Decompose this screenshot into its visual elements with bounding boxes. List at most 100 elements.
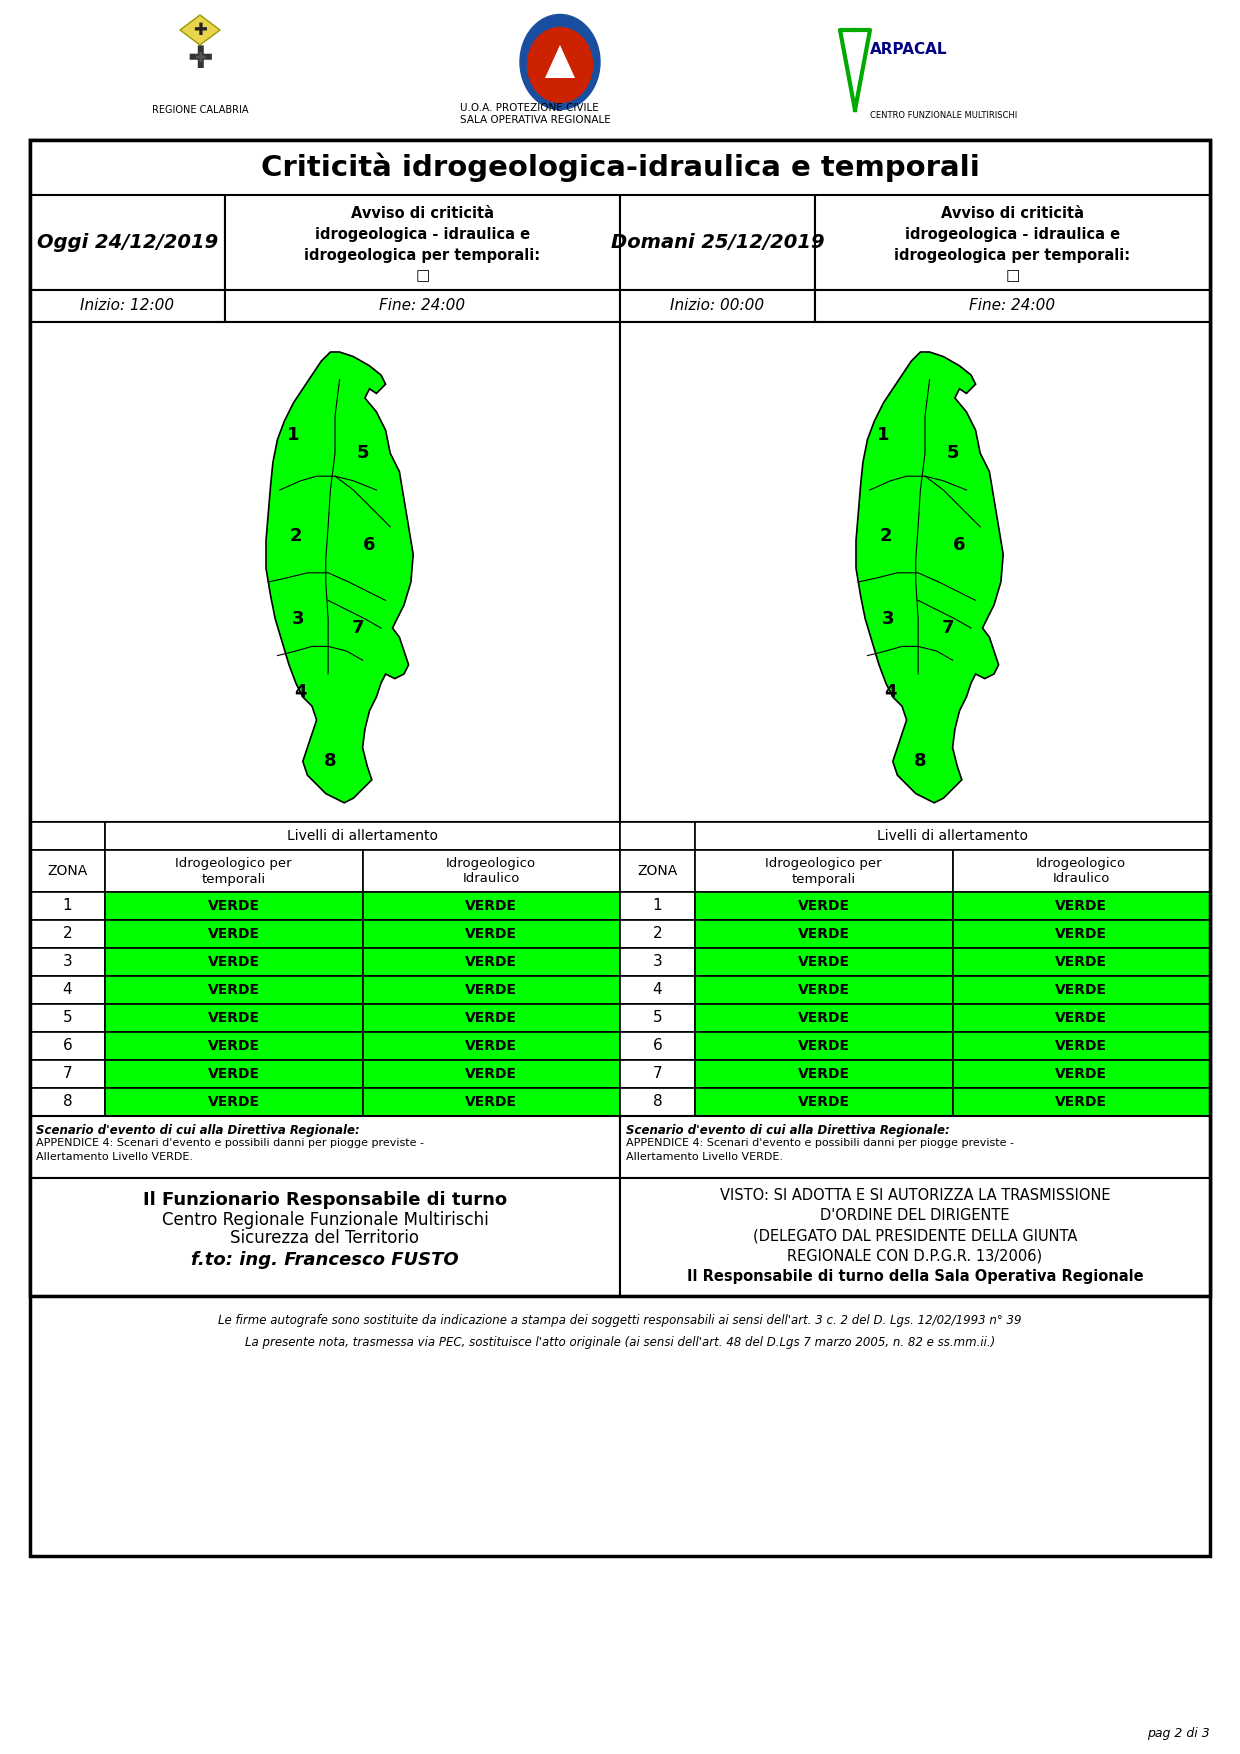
- Bar: [694, 893, 952, 921]
- Bar: [30, 1087, 105, 1116]
- Bar: [105, 851, 362, 893]
- Bar: [362, 947, 620, 975]
- Text: VERDE: VERDE: [465, 954, 517, 968]
- Text: VERDE: VERDE: [797, 1010, 849, 1024]
- Text: 5: 5: [946, 444, 959, 463]
- Text: VERDE: VERDE: [208, 1066, 259, 1080]
- Text: ✚: ✚: [193, 21, 207, 39]
- Text: 5: 5: [652, 1010, 662, 1026]
- Bar: [30, 140, 1210, 1556]
- Text: VERDE: VERDE: [1055, 1094, 1107, 1109]
- Text: CENTRO FUNZIONALE MULTIRISCHI: CENTRO FUNZIONALE MULTIRISCHI: [870, 111, 1017, 119]
- Text: Domani 25/12/2019: Domani 25/12/2019: [610, 233, 825, 253]
- Text: 4: 4: [63, 982, 72, 998]
- Text: SALA OPERATIVA REGIONALE: SALA OPERATIVA REGIONALE: [460, 116, 611, 125]
- Bar: [30, 1116, 620, 1179]
- Text: Fine: 24:00: Fine: 24:00: [970, 298, 1055, 314]
- Bar: [30, 851, 105, 893]
- Text: VERDE: VERDE: [797, 1094, 849, 1109]
- Text: VERDE: VERDE: [208, 1094, 259, 1109]
- Bar: [362, 1031, 620, 1059]
- Text: 1: 1: [288, 426, 300, 444]
- Text: 6: 6: [363, 537, 376, 554]
- Text: 1: 1: [652, 898, 662, 914]
- Text: VISTO: SI ADOTTA E SI AUTORIZZA LA TRASMISSIONE: VISTO: SI ADOTTA E SI AUTORIZZA LA TRASM…: [719, 1189, 1110, 1203]
- Bar: [952, 947, 1210, 975]
- Text: VERDE: VERDE: [1055, 954, 1107, 968]
- Bar: [30, 921, 105, 947]
- Text: 6: 6: [954, 537, 966, 554]
- Text: □: □: [415, 268, 430, 284]
- Bar: [30, 195, 224, 289]
- Text: Idrogeologico
Idraulico: Idrogeologico Idraulico: [446, 856, 537, 886]
- Bar: [620, 975, 694, 1003]
- Bar: [952, 1059, 1210, 1087]
- Text: 7: 7: [941, 619, 955, 637]
- Bar: [694, 1059, 952, 1087]
- Bar: [30, 323, 620, 823]
- Text: 2: 2: [63, 926, 72, 942]
- Bar: [952, 1003, 1210, 1031]
- Text: Idrogeologico per
temporali: Idrogeologico per temporali: [175, 856, 293, 886]
- Bar: [952, 851, 1210, 893]
- Bar: [362, 1003, 620, 1031]
- Text: 3: 3: [291, 610, 305, 628]
- Bar: [105, 921, 362, 947]
- Bar: [815, 195, 1210, 289]
- Text: □: □: [1006, 268, 1019, 284]
- Text: Avviso di criticità
idrogeologica - idraulica e
idrogeologica per temporali:: Avviso di criticità idrogeologica - idra…: [894, 205, 1131, 263]
- Bar: [952, 975, 1210, 1003]
- Text: Livelli di allertamento: Livelli di allertamento: [286, 830, 438, 844]
- Text: VERDE: VERDE: [208, 982, 259, 996]
- Bar: [620, 1116, 1210, 1179]
- Text: VERDE: VERDE: [797, 1066, 849, 1080]
- Text: VERDE: VERDE: [208, 954, 259, 968]
- Text: VERDE: VERDE: [797, 928, 849, 940]
- Text: VERDE: VERDE: [797, 900, 849, 914]
- Text: 8: 8: [63, 1094, 72, 1110]
- Text: Sicurezza del Territorio: Sicurezza del Territorio: [231, 1230, 419, 1247]
- Bar: [362, 851, 620, 893]
- Bar: [105, 947, 362, 975]
- Ellipse shape: [527, 28, 593, 102]
- Bar: [694, 1003, 952, 1031]
- Text: APPENDICE 4: Scenari d'evento e possibili danni per piogge previste -
Allertamen: APPENDICE 4: Scenari d'evento e possibil…: [36, 1138, 424, 1161]
- Text: VERDE: VERDE: [1055, 982, 1107, 996]
- Text: La presente nota, trasmessa via PEC, sostituisce l'atto originale (ai sensi dell: La presente nota, trasmessa via PEC, sos…: [244, 1337, 996, 1349]
- Bar: [620, 921, 694, 947]
- Bar: [620, 851, 694, 893]
- Bar: [362, 975, 620, 1003]
- Bar: [815, 289, 1210, 323]
- Text: 2: 2: [290, 526, 303, 545]
- Bar: [30, 947, 105, 975]
- Text: VERDE: VERDE: [1055, 900, 1107, 914]
- Bar: [952, 893, 1210, 921]
- Text: (DELEGATO DAL PRESIDENTE DELLA GIUNTA: (DELEGATO DAL PRESIDENTE DELLA GIUNTA: [753, 1228, 1078, 1244]
- Text: U.O.A. PROTEZIONE CIVILE: U.O.A. PROTEZIONE CIVILE: [460, 103, 599, 112]
- Ellipse shape: [520, 14, 600, 109]
- Text: 8: 8: [652, 1094, 662, 1110]
- Text: Il Funzionario Responsabile di turno: Il Funzionario Responsabile di turno: [143, 1191, 507, 1209]
- Bar: [952, 1087, 1210, 1116]
- Text: 7: 7: [652, 1066, 662, 1082]
- Bar: [620, 195, 815, 289]
- Text: VERDE: VERDE: [465, 900, 517, 914]
- Text: ✚: ✚: [195, 51, 206, 65]
- Text: Livelli di allertamento: Livelli di allertamento: [877, 830, 1028, 844]
- Text: 1: 1: [878, 426, 890, 444]
- Text: VERDE: VERDE: [797, 1038, 849, 1052]
- Polygon shape: [267, 353, 413, 803]
- Bar: [620, 1179, 1210, 1296]
- Bar: [694, 947, 952, 975]
- Text: VERDE: VERDE: [1055, 1010, 1107, 1024]
- Bar: [30, 1059, 105, 1087]
- Text: Fine: 24:00: Fine: 24:00: [379, 298, 465, 314]
- Bar: [105, 893, 362, 921]
- Text: 7: 7: [63, 1066, 72, 1082]
- Bar: [694, 1087, 952, 1116]
- Bar: [694, 823, 1210, 851]
- Bar: [362, 893, 620, 921]
- Text: ZONA: ZONA: [637, 865, 677, 879]
- Text: 7: 7: [352, 619, 365, 637]
- Bar: [105, 1003, 362, 1031]
